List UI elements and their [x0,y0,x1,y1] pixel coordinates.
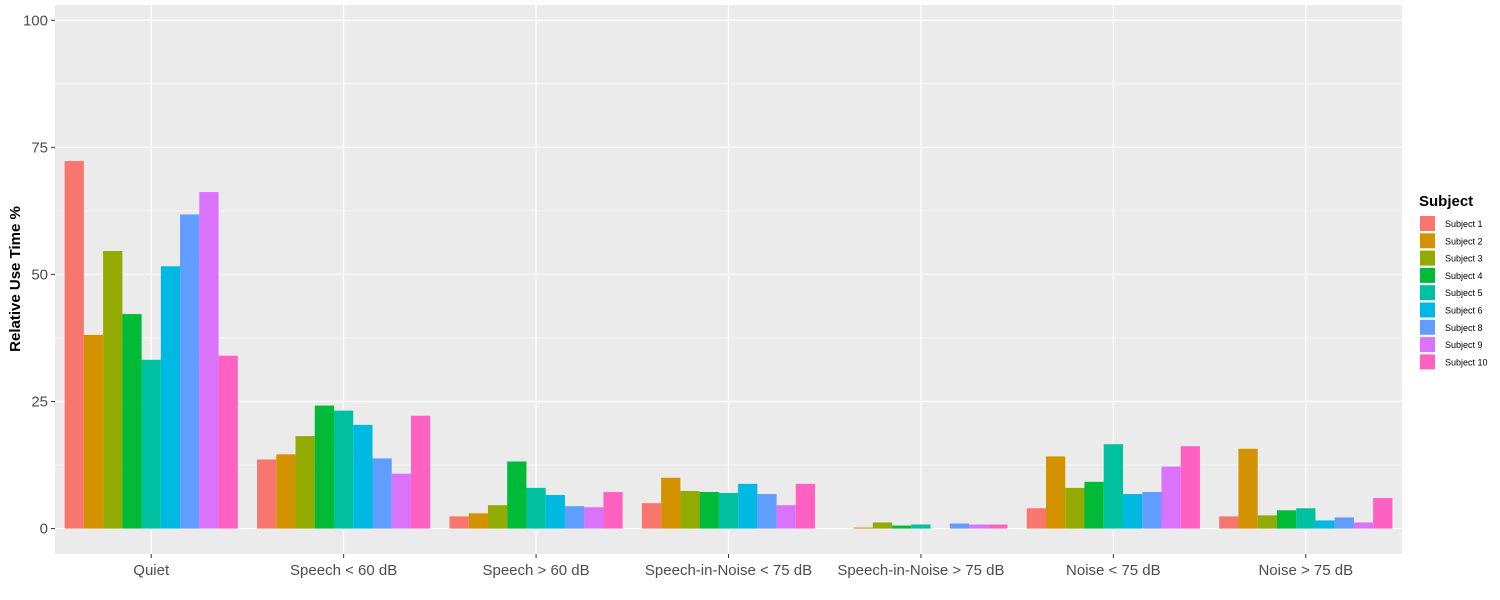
y-tick-label: 25 [31,394,48,411]
bar [449,516,469,529]
bar [661,477,681,529]
bar [180,214,200,529]
x-tick-label: Noise > 75 dB [1258,562,1353,579]
bar [1219,516,1239,529]
bar [988,524,1008,529]
bar [1103,444,1123,529]
bar [410,415,431,529]
bar [1161,466,1181,529]
bars [64,161,1393,529]
legend-key [1420,267,1435,283]
bar [507,461,527,529]
legend-label: Subject 8 [1445,323,1483,333]
bar [314,405,335,529]
legend-key [1420,337,1435,353]
x-tick-label: Speech-in-Noise < 75 dB [645,562,812,579]
bar [1026,508,1047,529]
bar [1065,487,1085,529]
bar [892,525,912,529]
bar [218,355,238,529]
bar [160,266,181,529]
bar [795,483,816,529]
bar [122,314,142,529]
legend-label: Subject 9 [1445,340,1483,350]
bar [487,505,508,529]
bar [1122,494,1143,529]
x-tick-label: Speech < 60 dB [290,562,397,579]
bar [1142,491,1162,529]
bar [680,490,700,529]
legend-label: Subject 3 [1445,254,1483,264]
bar [1334,517,1354,529]
legend-key [1420,285,1435,301]
legend-key [1420,354,1435,370]
bar [295,436,315,529]
bar [276,454,296,529]
bar [1373,498,1393,529]
legend-label: Subject 6 [1445,306,1483,316]
bar [545,495,565,529]
bar [257,459,277,529]
bar [872,522,893,529]
bar [738,483,758,529]
bar [391,473,411,529]
bar [372,458,392,529]
legend-label: Subject 5 [1445,288,1483,298]
legend-key [1420,233,1435,249]
bar [64,161,84,529]
bar [1353,522,1374,529]
bar [699,491,719,529]
bar [564,506,585,529]
legend-key [1420,250,1435,266]
y-tick-label: 75 [31,139,48,156]
legend-label: Subject 1 [1445,219,1483,229]
legend-key [1420,302,1435,318]
legend-label: Subject 2 [1445,236,1483,246]
bar [1046,456,1066,529]
bar [1257,515,1277,529]
bar [776,505,796,529]
x-axis: Quiet Speech < 60 dB Speech > 60 dB Speech-… [133,554,1353,579]
legend-key [1420,216,1435,231]
bar [199,192,219,529]
bar [1238,448,1258,529]
y-tick-label: 0 [40,521,48,538]
x-tick-label: Noise < 75 dB [1066,562,1161,579]
bar [603,491,623,529]
bar [83,334,104,529]
y-tick-label: 50 [31,266,48,283]
bar [1084,481,1104,529]
bar [641,503,662,529]
bar [1296,508,1316,529]
legend-key [1420,319,1435,335]
legend: Subject Subject 1 Subject 2 Subject 3 Subje… [1419,193,1488,370]
legend-label: Subject 10 [1445,357,1488,367]
legend-label: Subject 4 [1445,271,1483,281]
bar [334,410,354,529]
x-tick-label: Speech-in-Noise > 75 dB [837,562,1004,579]
y-axis: 0 25 50 75 100 [23,12,55,538]
y-tick-label: 100 [23,12,48,29]
bar [853,527,873,529]
bar [141,359,161,529]
bar [969,524,989,529]
x-tick-label: Speech > 60 dB [482,562,589,579]
bar [1276,510,1297,529]
bar [468,513,488,529]
bar [949,523,970,529]
bar [718,493,739,529]
bar [757,494,777,529]
bar [584,507,604,529]
legend-title: Subject [1419,193,1473,210]
x-tick-label: Quiet [133,562,170,579]
y-axis-title: Relative Use Time % [7,206,24,352]
bar [526,487,546,529]
bar [103,251,123,529]
bar [353,424,373,529]
bar [1180,446,1200,529]
bar [1315,520,1335,529]
bar [911,524,931,529]
